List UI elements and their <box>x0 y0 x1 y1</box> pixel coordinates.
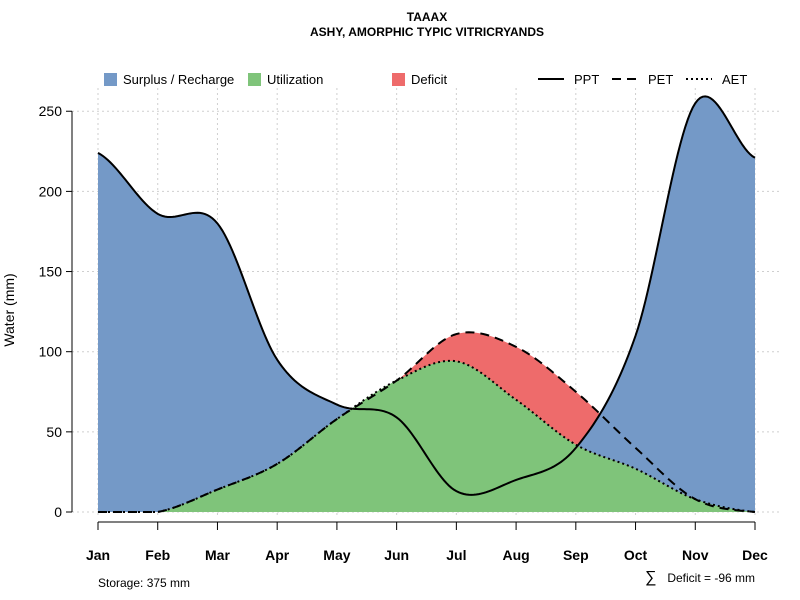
series-line-aet <box>98 359 756 513</box>
legend-swatch-surplus-recharge <box>104 73 117 86</box>
x-tick-label-jan: Jan <box>86 547 110 563</box>
surplus-overlay-area <box>98 96 755 512</box>
y-axis-label: Water (mm) <box>1 273 17 346</box>
legend-label-surplus-recharge: Surplus / Recharge <box>123 72 234 87</box>
legend-label-deficit: Deficit <box>411 72 448 87</box>
x-tick-label-nov: Nov <box>682 547 709 563</box>
chart-title: TAAAX <box>407 10 447 24</box>
x-tick-label-sep: Sep <box>563 547 589 563</box>
utilization-area <box>98 360 755 512</box>
x-tick-label-aug: Aug <box>502 547 529 563</box>
x-tick-label-feb: Feb <box>145 547 170 563</box>
legend: Surplus / Recharge Utilization Deficit PPT P… <box>104 72 747 87</box>
x-tick-label-jul: Jul <box>446 547 466 563</box>
x-tick-label-mar: Mar <box>205 547 230 563</box>
x-tick-label-apr: Apr <box>265 547 290 563</box>
x-tick-label-dec: Dec <box>742 547 768 563</box>
deficit-symbol: ∑ <box>645 569 656 586</box>
legend-swatch-deficit <box>392 73 405 86</box>
y-tick-label-50: 50 <box>46 424 62 440</box>
legend-label-utilization: Utilization <box>267 72 323 87</box>
storage-note: Storage: 375 mm <box>98 576 190 590</box>
y-tick-label-100: 100 <box>39 344 63 360</box>
y-tick-label-150: 150 <box>39 264 63 280</box>
x-tick-label-oct: Oct <box>624 547 648 563</box>
series-lines <box>97 95 756 513</box>
legend-label-ppt: PPT <box>574 72 599 87</box>
area-fills <box>98 96 755 512</box>
deficit-note: Deficit = -96 mm <box>667 571 755 585</box>
legend-label-pet: PET <box>648 72 673 87</box>
y-tick-label-0: 0 <box>54 504 62 520</box>
axes: 0 50 100 150 200 250 Jan Feb Mar Apr May Jun Jul Aug S… <box>39 103 768 563</box>
series-line-ppt <box>97 95 756 496</box>
x-tick-label-may: May <box>323 547 350 563</box>
y-tick-label-250: 250 <box>39 103 63 119</box>
y-tick-label-200: 200 <box>39 183 63 199</box>
legend-label-aet: AET <box>722 72 747 87</box>
series-line-pet <box>98 331 756 513</box>
x-tick-label-jun: Jun <box>384 547 409 563</box>
legend-swatch-utilization <box>248 73 261 86</box>
chart-subtitle: ASHY, AMORPHIC TYPIC VITRICRYANDS <box>310 25 544 39</box>
